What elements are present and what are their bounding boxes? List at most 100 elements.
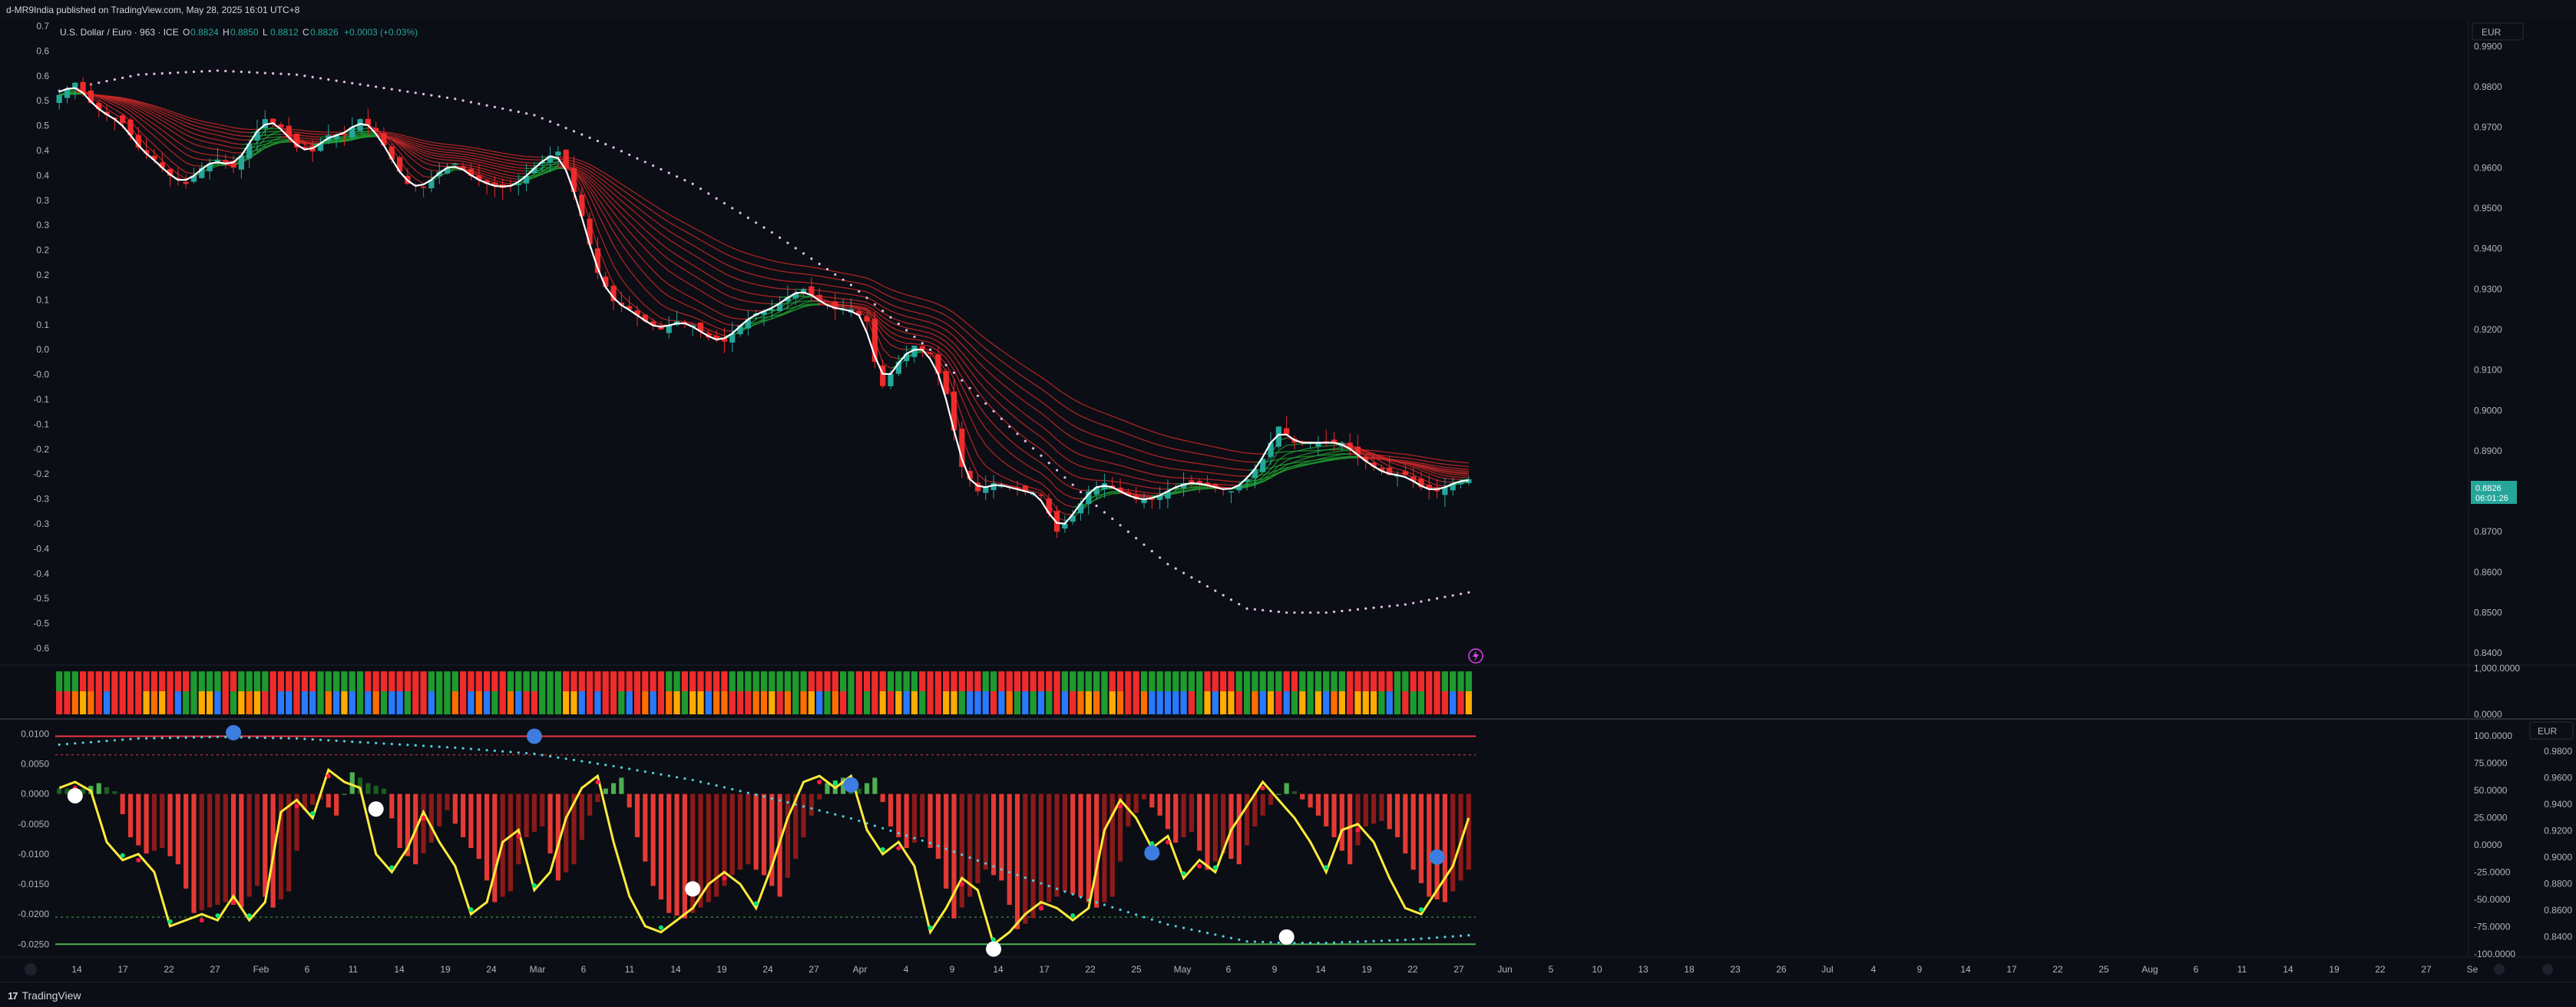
osc-right-tick: -75.0000	[2474, 922, 2511, 932]
volume-bar-bottom	[1339, 691, 1345, 714]
long-ma-dot	[668, 172, 670, 174]
histogram-bar	[334, 794, 339, 816]
left-axis-tick: 0.1	[36, 320, 49, 330]
long-ma-dot	[256, 71, 258, 74]
cyan-dot	[850, 817, 852, 820]
long-ma-dot	[137, 74, 140, 76]
volume-bar-bottom	[1433, 691, 1440, 714]
ribbon-segment	[312, 131, 320, 132]
legend-h-label: H	[223, 27, 230, 38]
histogram-bar	[200, 794, 204, 910]
volume-bar-bottom	[515, 691, 521, 714]
volume-bar-top	[990, 671, 997, 691]
long-ma-dot	[1381, 606, 1383, 608]
histogram-bar	[1007, 794, 1012, 905]
volume-bar	[904, 671, 910, 714]
volume-bar	[468, 671, 474, 714]
time-axis-left-button[interactable]	[25, 963, 37, 976]
cyan-dot	[518, 751, 520, 754]
cyan-dot	[1341, 941, 1343, 943]
time-axis-tick: 14	[670, 964, 681, 975]
cyan-dot	[1143, 916, 1145, 918]
currency-button[interactable]: EUR	[2472, 23, 2523, 40]
buy-marker	[833, 781, 838, 786]
volume-bar-bottom	[769, 691, 775, 714]
volume-bar-bottom	[721, 691, 727, 714]
volume-bar-top	[919, 671, 925, 691]
volume-bar-top	[1196, 671, 1202, 691]
cyan-dot	[391, 743, 393, 745]
cyan-dot	[636, 769, 638, 771]
cyan-dot	[1333, 942, 1335, 944]
cyan-dot	[1151, 919, 1153, 921]
ribbon-segment	[724, 330, 732, 331]
volume-bar-top	[871, 671, 878, 691]
ribbon-segment	[843, 305, 851, 306]
time-axis-tick: 22	[1407, 964, 1418, 975]
chart-area[interactable]: 0.70.60.60.50.50.40.40.30.30.20.20.10.10…	[0, 20, 2576, 982]
legend-h-value: 0.8850	[230, 27, 259, 38]
volume-bar-top	[72, 671, 78, 691]
volume-bar-top	[1244, 671, 1250, 691]
volume-bar-top	[1466, 671, 1472, 691]
long-ma-dot	[842, 279, 845, 281]
volume-bar	[777, 671, 783, 714]
volume-bar-bottom	[579, 691, 585, 714]
volume-bar	[951, 671, 957, 714]
long-ma-dot	[478, 103, 480, 105]
tv-logo-icon[interactable]: 17 TradingView	[8, 989, 81, 1002]
time-axis-tick: 22	[1085, 964, 1096, 975]
long-ma-dot	[114, 78, 116, 81]
time-axis-tick: 5	[1549, 964, 1554, 975]
cyan-dot	[1024, 876, 1027, 879]
volume-bar-bottom	[998, 691, 1004, 714]
currency-button-lower[interactable]: EUR	[2530, 722, 2573, 739]
long-ma-dot	[739, 212, 741, 214]
cyan-dot	[105, 740, 107, 742]
right-axis-tick: 0.8700	[2474, 526, 2502, 537]
blue-dot	[1144, 845, 1159, 860]
cyan-dot	[438, 746, 441, 748]
time-axis-tick: Jun	[1497, 964, 1512, 975]
volume-bar	[1196, 671, 1202, 714]
time-axis-tick: 9	[1917, 964, 1923, 975]
long-ma-dot	[129, 75, 131, 78]
volume-bar-bottom	[871, 691, 878, 714]
long-ma-dot	[509, 109, 511, 111]
volume-bar-top	[1268, 671, 1274, 691]
histogram-bar	[508, 794, 513, 892]
histogram-bar	[1411, 794, 1416, 870]
osc-right-tick: -100.0000	[2474, 949, 2515, 959]
volume-bar	[983, 671, 989, 714]
ribbon-segment	[233, 148, 241, 149]
sell-marker	[326, 773, 331, 778]
volume-bar-bottom	[183, 691, 189, 714]
volume-bar-bottom	[895, 691, 901, 714]
long-ma-dot	[992, 410, 994, 412]
cyan-dot	[224, 736, 227, 738]
osc-right-tick-secondary: 0.8600	[2544, 905, 2572, 916]
volume-bar-bottom	[1141, 691, 1147, 714]
ribbon-segment	[1192, 487, 1199, 488]
cyan-dot	[1388, 939, 1391, 942]
volume-bar-top	[500, 671, 506, 691]
left-axis-tick: 0.7	[36, 21, 49, 31]
volume-bar	[713, 671, 719, 714]
time-axis-tick: 27	[2421, 964, 2432, 975]
long-ma-dot	[1404, 603, 1407, 605]
volume-bar-bottom	[1418, 691, 1424, 714]
long-ma-dot	[1436, 598, 1438, 600]
histogram-bar	[587, 794, 592, 816]
long-ma-dot	[865, 296, 868, 299]
ribbon-segment	[1453, 468, 1460, 469]
time-axis-tick: 11	[625, 964, 635, 975]
time-axis-tick: Aug	[2141, 964, 2158, 975]
left-axis-tick: 0.6	[36, 45, 49, 56]
time-axis-tick: 24	[762, 964, 773, 975]
volume-bar-top	[1053, 671, 1060, 691]
cyan-dot	[628, 767, 630, 770]
volume-bar-bottom	[151, 691, 157, 714]
volume-bar-top	[135, 671, 141, 691]
osc-right-tick-secondary: 0.9000	[2544, 852, 2572, 863]
cyan-dot	[1254, 940, 1256, 942]
